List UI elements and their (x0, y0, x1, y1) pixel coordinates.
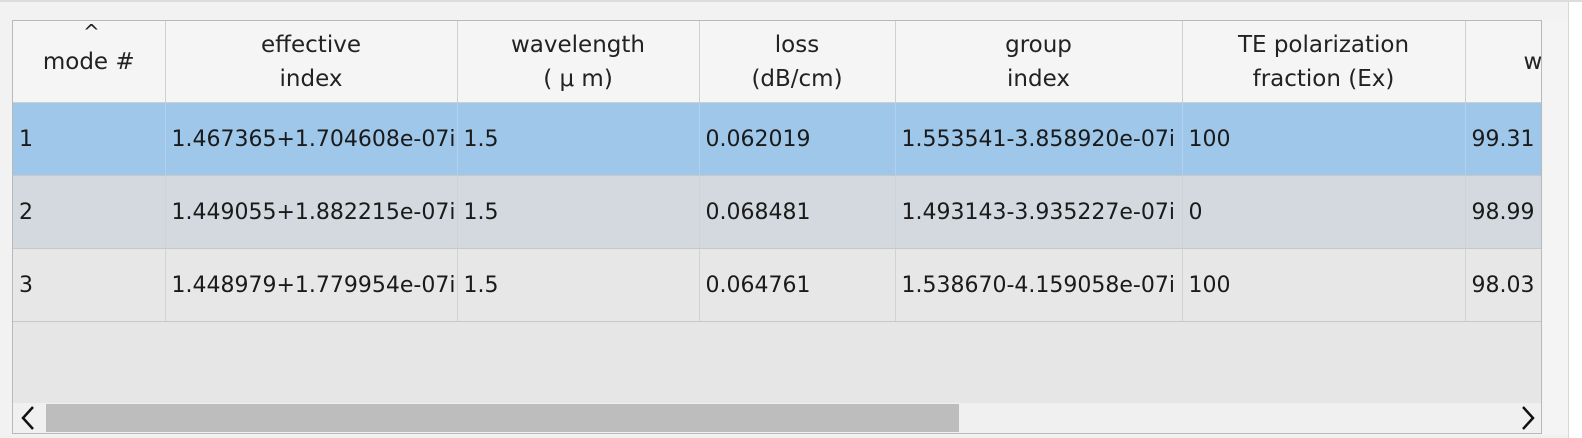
cell-truncated[interactable]: 98.03 , (1465, 248, 1541, 322)
panel-gutter (1543, 20, 1568, 434)
table-header-row: ^ mode # effective index wavelength ( μ … (13, 21, 1541, 103)
cell-effective-index[interactable]: 1.449055+1.882215e-07i (165, 175, 458, 249)
column-header-truncated[interactable]: w (1465, 21, 1541, 103)
vertical-scrollbar-track[interactable] (1568, 2, 1582, 438)
sort-indicator-icon: ^ (83, 21, 100, 44)
cell-group-index[interactable]: 1.553541-3.858920e-07i (895, 102, 1183, 176)
cell-te-polarization[interactable]: 0 (1182, 175, 1466, 249)
cell-group-index[interactable]: 1.538670-4.159058e-07i (895, 248, 1183, 322)
chevron-left-icon[interactable] (13, 403, 43, 433)
cell-truncated[interactable]: 99.31 , (1465, 102, 1541, 176)
table-row[interactable]: 3 1.448979+1.779954e-07i 1.5 0.064761 1.… (13, 248, 1541, 322)
cell-mode[interactable]: 3 (13, 248, 166, 322)
cell-loss[interactable]: 0.062019 (699, 102, 896, 176)
cell-loss[interactable]: 0.068481 (699, 175, 896, 249)
table-row[interactable]: 2 1.449055+1.882215e-07i 1.5 0.068481 1.… (13, 175, 1541, 249)
cell-wavelength[interactable]: 1.5 (457, 175, 700, 249)
modes-table-container: ^ mode # effective index wavelength ( μ … (12, 20, 1542, 434)
scrollbar-thumb[interactable] (46, 404, 959, 432)
table-row[interactable]: 1 1.467365+1.704608e-07i 1.5 0.062019 1.… (13, 102, 1541, 176)
cell-loss[interactable]: 0.064761 (699, 248, 896, 322)
column-header-group-index[interactable]: group index (895, 21, 1183, 103)
modes-table: ^ mode # effective index wavelength ( μ … (13, 21, 1541, 322)
cell-truncated[interactable]: 98.99 , (1465, 175, 1541, 249)
cell-wavelength[interactable]: 1.5 (457, 248, 700, 322)
cell-group-index[interactable]: 1.493143-3.935227e-07i (895, 175, 1183, 249)
chevron-right-icon[interactable] (1513, 403, 1541, 433)
cell-wavelength[interactable]: 1.5 (457, 102, 700, 176)
cell-effective-index[interactable]: 1.448979+1.779954e-07i (165, 248, 458, 322)
cell-effective-index[interactable]: 1.467365+1.704608e-07i (165, 102, 458, 176)
column-header-mode[interactable]: ^ mode # (13, 21, 166, 103)
column-header-te-polarization[interactable]: TE polarization fraction (Ex) (1182, 21, 1466, 103)
horizontal-scrollbar[interactable] (13, 403, 1541, 433)
cell-te-polarization[interactable]: 100 (1182, 102, 1466, 176)
column-header-effective-index[interactable]: effective index (165, 21, 458, 103)
cell-mode[interactable]: 1 (13, 102, 166, 176)
column-header-wavelength[interactable]: wavelength ( μ m) (457, 21, 700, 103)
cell-mode[interactable]: 2 (13, 175, 166, 249)
column-header-loss[interactable]: loss (dB/cm) (699, 21, 896, 103)
cell-te-polarization[interactable]: 100 (1182, 248, 1466, 322)
